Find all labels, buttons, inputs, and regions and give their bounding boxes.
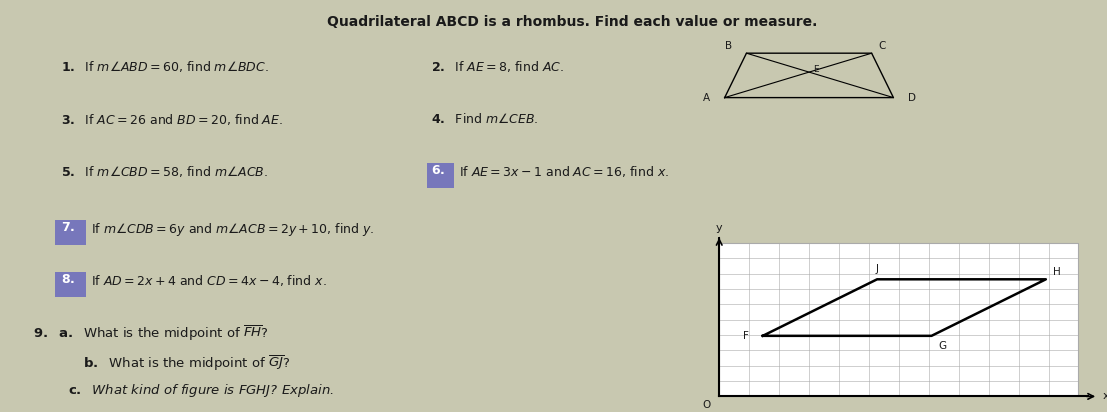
Text: $\mathbf{c.}$  What kind of figure is $FGHJ$? Explain.: $\mathbf{c.}$ What kind of figure is $FG… [69, 382, 334, 399]
Text: $\mathbf{3.}$  If $AC = 26$ and $BD = 20$, find $AE$.: $\mathbf{3.}$ If $AC = 26$ and $BD = 20$… [61, 112, 282, 127]
Text: $\mathbf{5.}$  If $m\angle CBD = 58$, find $m\angle ACB$.: $\mathbf{5.}$ If $m\angle CBD = 58$, fin… [61, 164, 268, 179]
Text: F: F [743, 331, 748, 341]
FancyBboxPatch shape [427, 163, 454, 188]
Text: If $AD = 2x + 4$ and $CD = 4x - 4$, find $x$.: If $AD = 2x + 4$ and $CD = 4x - 4$, find… [91, 273, 327, 288]
FancyBboxPatch shape [55, 272, 85, 297]
FancyBboxPatch shape [55, 220, 85, 245]
Text: If $AE = 3x - 1$ and $AC = 16$, find $x$.: If $AE = 3x - 1$ and $AC = 16$, find $x$… [459, 164, 670, 179]
Text: $\mathbf{8.}$: $\mathbf{8.}$ [61, 273, 75, 286]
Text: Quadrilateral ABCD is a rhombus. Find each value or measure.: Quadrilateral ABCD is a rhombus. Find ea… [328, 15, 818, 29]
FancyBboxPatch shape [720, 243, 1078, 396]
Text: $\mathbf{b.}$  What is the midpoint of $\overline{GJ}$?: $\mathbf{b.}$ What is the midpoint of $\… [83, 354, 291, 373]
Text: x: x [1103, 391, 1107, 401]
Text: $\mathbf{7.}$: $\mathbf{7.}$ [61, 221, 75, 234]
Text: $\mathbf{2.}$  If $AE = 8$, find $AC$.: $\mathbf{2.}$ If $AE = 8$, find $AC$. [431, 59, 563, 74]
Text: O: O [702, 400, 711, 410]
Text: C: C [879, 40, 886, 51]
Text: A: A [703, 93, 711, 103]
Text: H: H [1053, 267, 1061, 277]
Text: J: J [876, 264, 879, 274]
Text: If $m\angle CDB = 6y$ and $m\angle ACB = 2y + 10$, find $y$.: If $m\angle CDB = 6y$ and $m\angle ACB =… [91, 221, 374, 238]
Text: G: G [939, 341, 946, 351]
Text: $\mathbf{4.}$  Find $m\angle CEB$.: $\mathbf{4.}$ Find $m\angle CEB$. [431, 112, 538, 126]
Text: $\mathbf{9.}$  $\mathbf{a.}$  What is the midpoint of $\overline{FH}$?: $\mathbf{9.}$ $\mathbf{a.}$ What is the … [33, 324, 269, 343]
Text: $\mathbf{6.}$: $\mathbf{6.}$ [431, 164, 445, 177]
Text: D: D [908, 93, 915, 103]
Text: E: E [814, 65, 819, 74]
Text: $\mathbf{1.}$  If $m\angle ABD = 60$, find $m\angle BDC$.: $\mathbf{1.}$ If $m\angle ABD = 60$, fin… [61, 59, 268, 74]
Text: y: y [716, 223, 723, 233]
Text: B: B [725, 40, 733, 51]
